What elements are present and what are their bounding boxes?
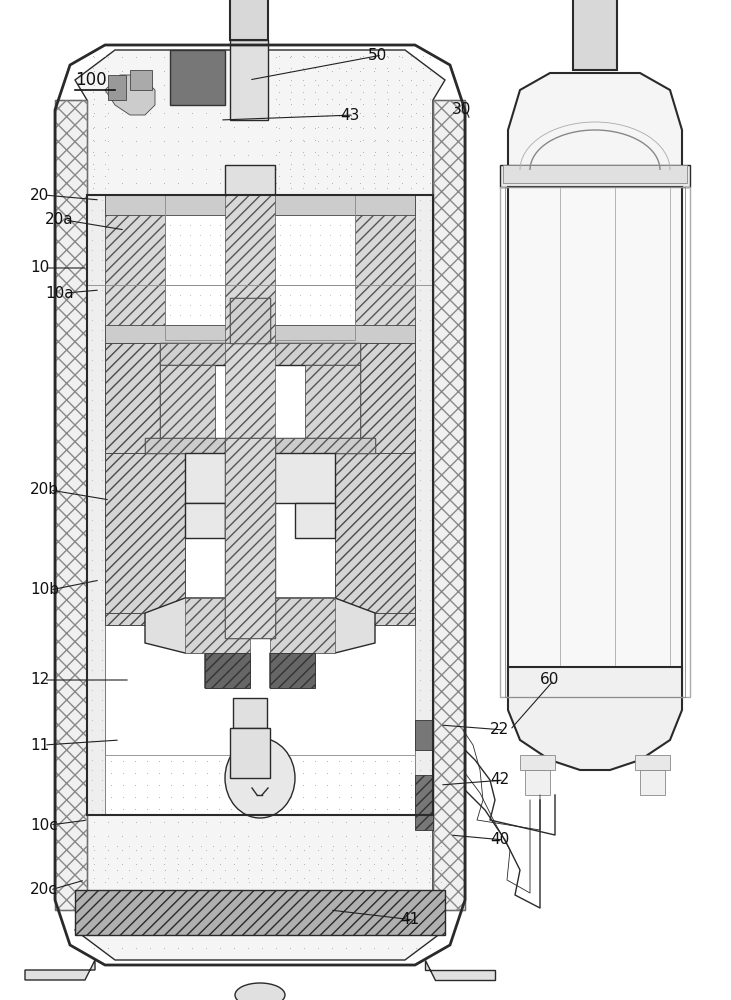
Bar xyxy=(185,453,255,503)
Bar xyxy=(415,720,433,750)
Bar xyxy=(503,165,687,183)
Bar xyxy=(170,50,225,105)
Text: 10b: 10b xyxy=(30,582,59,597)
Bar xyxy=(525,770,550,795)
Bar xyxy=(573,0,617,70)
Polygon shape xyxy=(75,50,445,195)
Bar xyxy=(105,195,415,285)
Text: 10a: 10a xyxy=(45,286,74,300)
Text: 11: 11 xyxy=(30,738,49,752)
Bar xyxy=(270,598,335,653)
Bar xyxy=(87,195,433,815)
Text: 30: 30 xyxy=(452,103,471,117)
Polygon shape xyxy=(508,667,682,770)
Bar xyxy=(55,100,87,910)
Text: 43: 43 xyxy=(340,107,360,122)
Bar xyxy=(205,653,250,688)
Text: 20: 20 xyxy=(30,188,49,202)
Text: 20c: 20c xyxy=(30,882,58,898)
Bar xyxy=(160,343,360,365)
Bar xyxy=(225,195,275,343)
Text: 42: 42 xyxy=(490,772,510,788)
Text: 12: 12 xyxy=(30,672,49,688)
Bar xyxy=(520,755,555,770)
Bar xyxy=(265,453,335,503)
Text: 40: 40 xyxy=(490,832,510,848)
Polygon shape xyxy=(105,75,155,115)
Bar xyxy=(508,187,682,697)
Bar xyxy=(500,187,690,697)
Ellipse shape xyxy=(225,738,295,818)
Text: 100: 100 xyxy=(75,71,107,89)
Bar xyxy=(105,755,415,815)
Text: 20b: 20b xyxy=(30,483,59,497)
Text: 10c: 10c xyxy=(30,818,58,832)
Bar xyxy=(230,298,270,343)
Bar xyxy=(145,438,375,453)
Bar xyxy=(105,195,415,215)
Text: 50: 50 xyxy=(368,47,387,62)
Bar xyxy=(295,503,335,538)
Polygon shape xyxy=(145,598,250,688)
Bar xyxy=(75,890,445,935)
Bar xyxy=(335,343,415,625)
Bar xyxy=(640,770,665,795)
Bar xyxy=(55,100,87,910)
Bar xyxy=(130,70,152,90)
Bar xyxy=(145,438,375,453)
Bar xyxy=(230,298,270,343)
Bar xyxy=(635,755,670,770)
Bar xyxy=(225,438,275,638)
Text: 20a: 20a xyxy=(45,213,74,228)
Bar xyxy=(335,453,415,613)
Bar xyxy=(433,100,465,910)
Bar xyxy=(415,195,433,815)
Bar xyxy=(225,438,275,638)
Bar xyxy=(225,343,275,545)
Bar xyxy=(105,195,165,343)
Bar xyxy=(105,453,185,613)
Bar xyxy=(160,343,360,365)
Bar xyxy=(108,75,126,100)
Text: 41: 41 xyxy=(400,912,420,928)
Bar xyxy=(233,698,267,728)
Bar xyxy=(305,365,360,440)
Bar xyxy=(185,503,225,538)
Bar xyxy=(230,728,270,778)
Bar xyxy=(500,165,690,187)
Bar xyxy=(225,165,275,195)
Bar xyxy=(105,325,415,343)
Bar xyxy=(433,100,465,910)
Polygon shape xyxy=(270,598,375,688)
Bar xyxy=(165,195,355,340)
Bar xyxy=(185,598,250,653)
Polygon shape xyxy=(508,73,682,170)
Text: 60: 60 xyxy=(540,672,559,688)
Bar xyxy=(160,365,215,440)
Bar xyxy=(87,195,105,815)
Bar xyxy=(230,0,268,40)
Polygon shape xyxy=(25,960,95,980)
Bar xyxy=(105,343,185,625)
Bar xyxy=(505,187,685,697)
Polygon shape xyxy=(75,815,445,960)
Bar xyxy=(270,653,315,688)
Bar xyxy=(160,365,360,440)
Bar xyxy=(230,40,268,120)
Text: 10: 10 xyxy=(30,260,49,275)
Polygon shape xyxy=(425,960,495,980)
Bar xyxy=(415,775,433,830)
Text: 22: 22 xyxy=(490,722,510,738)
Ellipse shape xyxy=(235,983,285,1000)
Bar xyxy=(355,195,415,343)
